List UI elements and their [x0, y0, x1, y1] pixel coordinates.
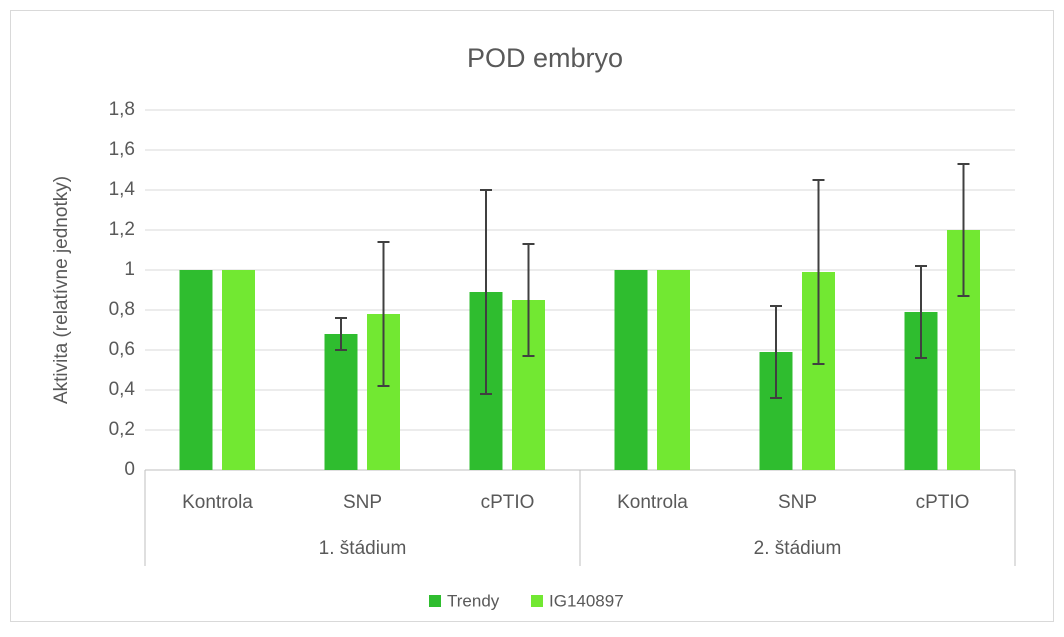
x-tick-label: Kontrola — [617, 492, 688, 513]
x-tick-label: cPTIO — [916, 492, 970, 513]
legend-label: Trendy — [447, 591, 500, 610]
y-tick-label: 0,2 — [109, 419, 135, 440]
y-tick-label: 1,4 — [109, 179, 136, 200]
y-tick-label: 1,6 — [109, 139, 135, 160]
group-label: 2. štádium — [754, 538, 842, 559]
y-tick-label: 0,4 — [109, 379, 136, 400]
chart-title: POD embryo — [467, 43, 623, 73]
y-tick-label: 1 — [124, 259, 135, 280]
x-tick-label: cPTIO — [481, 492, 535, 513]
bar — [657, 270, 690, 470]
error-bar — [812, 179, 825, 365]
y-tick-label: 1,2 — [109, 219, 135, 240]
error-bar — [377, 241, 390, 387]
y-tick-label: 0,8 — [109, 299, 135, 320]
error-bar — [770, 305, 782, 399]
bar — [614, 270, 648, 470]
error-bar — [480, 189, 492, 395]
bar — [179, 270, 213, 470]
y-axis-title: Aktivita (relatívne jednotky) — [51, 176, 72, 404]
y-tick-label: 1,8 — [109, 99, 135, 120]
legend-label: IG140897 — [549, 591, 624, 610]
error-bar — [335, 317, 347, 351]
group-label: 1. štádium — [319, 538, 407, 559]
y-tick-label: 0 — [124, 459, 135, 480]
legend-swatch — [429, 595, 441, 607]
legend-swatch — [531, 595, 543, 607]
y-tick-label: 0,6 — [109, 339, 135, 360]
x-tick-label: SNP — [343, 492, 382, 513]
error-bar — [957, 163, 970, 297]
x-tick-label: Kontrola — [182, 492, 253, 513]
error-bar — [522, 243, 535, 357]
x-tick-label: SNP — [778, 492, 817, 513]
bar — [222, 270, 255, 470]
error-bar — [915, 265, 927, 359]
bar — [324, 334, 358, 470]
